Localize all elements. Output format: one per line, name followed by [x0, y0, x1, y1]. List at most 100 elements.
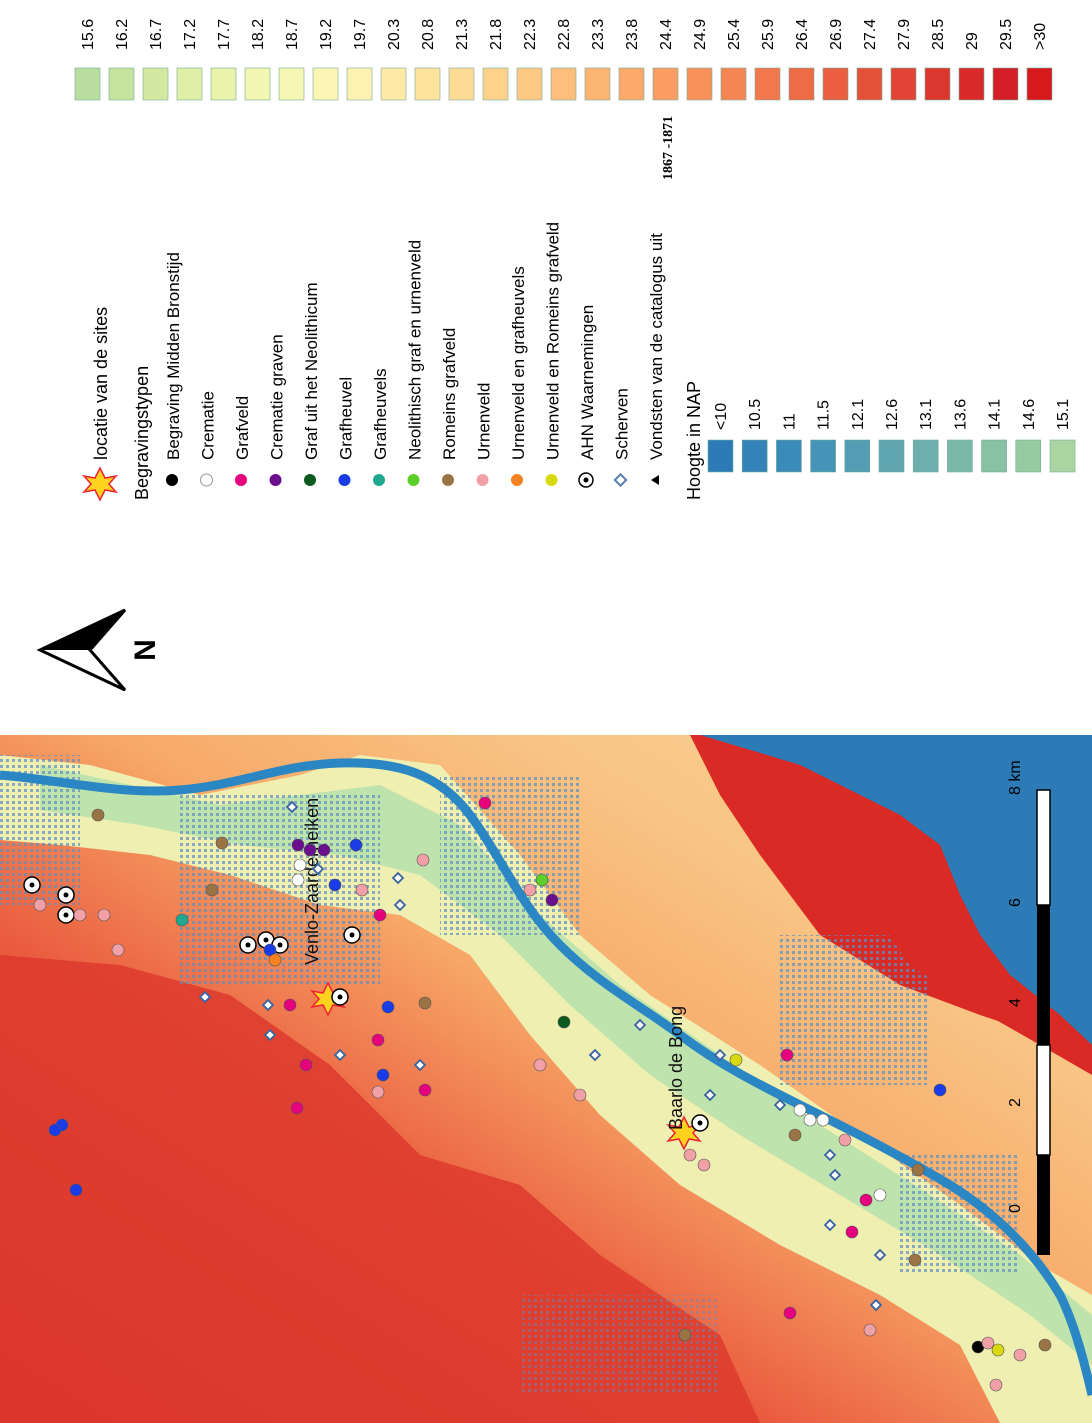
map-site-dot[interactable]: [73, 908, 87, 922]
map-site-dot[interactable]: [263, 943, 277, 957]
map-site-dot[interactable]: [793, 1103, 807, 1117]
map-site-dot[interactable]: [989, 1378, 1003, 1392]
map-site-dot[interactable]: [97, 908, 111, 922]
map-site-dot[interactable]: [381, 1000, 395, 1014]
map-site-dot[interactable]: [373, 908, 387, 922]
map-site-dot[interactable]: [845, 1225, 859, 1239]
map-site-dot[interactable]: [175, 913, 189, 927]
legend-elevation-label: <10: [713, 403, 730, 430]
map-scherven-diamond[interactable]: [391, 871, 405, 885]
map-scherven-diamond[interactable]: [633, 1018, 647, 1032]
map-site-dot[interactable]: [981, 1336, 995, 1350]
map-scherven-diamond[interactable]: [873, 1248, 887, 1262]
map-scherven-diamond[interactable]: [393, 898, 407, 912]
map-site-dot[interactable]: [803, 1113, 817, 1127]
legend-elevation-item: 11: [776, 413, 802, 473]
map-site-dot[interactable]: [418, 1083, 432, 1097]
map-site-dot[interactable]: [290, 1101, 304, 1115]
legend-elevation-swatch: [244, 67, 271, 101]
map-site-dot[interactable]: [933, 1083, 947, 1097]
map-scherven-diamond[interactable]: [823, 1148, 837, 1162]
map-site-dot[interactable]: [1013, 1348, 1027, 1362]
map-site-dot[interactable]: [859, 1193, 873, 1207]
map-site-dot[interactable]: [418, 996, 432, 1010]
map-scherven-diamond[interactable]: [869, 1298, 883, 1312]
map-site-dot[interactable]: [91, 808, 105, 822]
map-site-dot[interactable]: [371, 1033, 385, 1047]
map-site-dot[interactable]: [873, 1188, 887, 1202]
map-site-dot[interactable]: [376, 1068, 390, 1082]
map-site-dot[interactable]: [1038, 1338, 1052, 1352]
scale-tick-6: 6: [1007, 898, 1024, 907]
map-site-dot[interactable]: [69, 1183, 83, 1197]
map-site-dot[interactable]: [678, 1328, 692, 1342]
map-site-dot[interactable]: [328, 878, 342, 892]
map-scherven-diamond[interactable]: [261, 998, 275, 1012]
map-site-dot[interactable]: [33, 898, 47, 912]
legend-elevation-label: 14.6: [1021, 399, 1038, 430]
legend-dot-icon: [442, 474, 454, 486]
map-scherven-diamond[interactable]: [413, 1058, 427, 1072]
map-site-dot[interactable]: [557, 1015, 571, 1029]
map-site-dot[interactable]: [908, 1253, 922, 1267]
map-site-dot[interactable]: [535, 873, 549, 887]
map-site-dot[interactable]: [48, 1123, 62, 1137]
map-site-dot[interactable]: [780, 1048, 794, 1062]
map-site-dot[interactable]: [293, 858, 307, 872]
legend-burial-item: Scherven: [613, 388, 632, 488]
legend-site-location: locatie van de sites: [82, 307, 118, 502]
map-site-dot[interactable]: [317, 843, 331, 857]
map-site-dot[interactable]: [355, 883, 369, 897]
legend-elevation-item: 21.3: [448, 19, 475, 101]
legend-dot-icon: [511, 474, 523, 486]
map-site-dot[interactable]: [729, 1053, 743, 1067]
map-site-dot[interactable]: [111, 943, 125, 957]
map-scherven-diamond[interactable]: [713, 1048, 727, 1062]
map-site-dot[interactable]: [299, 1058, 313, 1072]
map-scherven-diamond[interactable]: [703, 1088, 717, 1102]
map-site-dot[interactable]: [683, 1148, 697, 1162]
legend-elevation-label: 18.7: [284, 19, 301, 50]
map-site-dot[interactable]: [788, 1128, 802, 1142]
map-site-dot[interactable]: [205, 883, 219, 897]
elevation-map[interactable]: Venlo-Zaarderheiken Baarlo de Bong 0 2 4…: [0, 735, 1092, 1423]
map-site-dot[interactable]: [783, 1306, 797, 1320]
legend-site-location-label: locatie van de sites: [91, 307, 111, 460]
map-site-dot[interactable]: [283, 998, 297, 1012]
map-site-dot[interactable]: [291, 873, 305, 887]
map-site-dot[interactable]: [349, 838, 363, 852]
map-site-dot[interactable]: [478, 796, 492, 810]
legend-burial-label: Neolithisch graf en urnenveld: [406, 240, 425, 460]
map-scherven-diamond[interactable]: [285, 800, 299, 814]
map-site-dot[interactable]: [416, 853, 430, 867]
map-site-dot[interactable]: [816, 1113, 830, 1127]
map-site-dot[interactable]: [371, 1085, 385, 1099]
map-scherven-diamond[interactable]: [333, 1048, 347, 1062]
legend-elevation-swatch: [810, 439, 836, 473]
map-scherven-diamond[interactable]: [311, 862, 325, 876]
legend-dot-icon: [235, 474, 247, 486]
legend-elevation-label: 20.3: [386, 19, 403, 50]
map-scherven-diamond[interactable]: [828, 1168, 842, 1182]
map-site-dot[interactable]: [291, 838, 305, 852]
map-site-dot[interactable]: [697, 1158, 711, 1172]
map-site-dot[interactable]: [303, 843, 317, 857]
legend-burial-label: Urnenveld en Romeins grafveld: [544, 222, 563, 460]
map-scherven-diamond[interactable]: [823, 1218, 837, 1232]
map-site-dot[interactable]: [215, 836, 229, 850]
map-site-dot[interactable]: [911, 1163, 925, 1177]
map-site-dot[interactable]: [533, 1058, 547, 1072]
map-site-dot[interactable]: [991, 1343, 1005, 1357]
map-site-dot[interactable]: [573, 1088, 587, 1102]
map-scherven-diamond[interactable]: [773, 1098, 787, 1112]
map-site-dot[interactable]: [863, 1323, 877, 1337]
map-site-dot[interactable]: [545, 893, 559, 907]
map-site-dot[interactable]: [523, 883, 537, 897]
map-scherven-diamond[interactable]: [198, 990, 212, 1004]
map-site-dot[interactable]: [838, 1133, 852, 1147]
legend-elevation-label: 12.1: [850, 399, 867, 430]
map-scherven-diamond[interactable]: [263, 1028, 277, 1042]
legend-burial-label: Grafheuvel: [337, 377, 356, 460]
map-scherven-diamond[interactable]: [588, 1048, 602, 1062]
map-site-dot[interactable]: [268, 953, 282, 967]
